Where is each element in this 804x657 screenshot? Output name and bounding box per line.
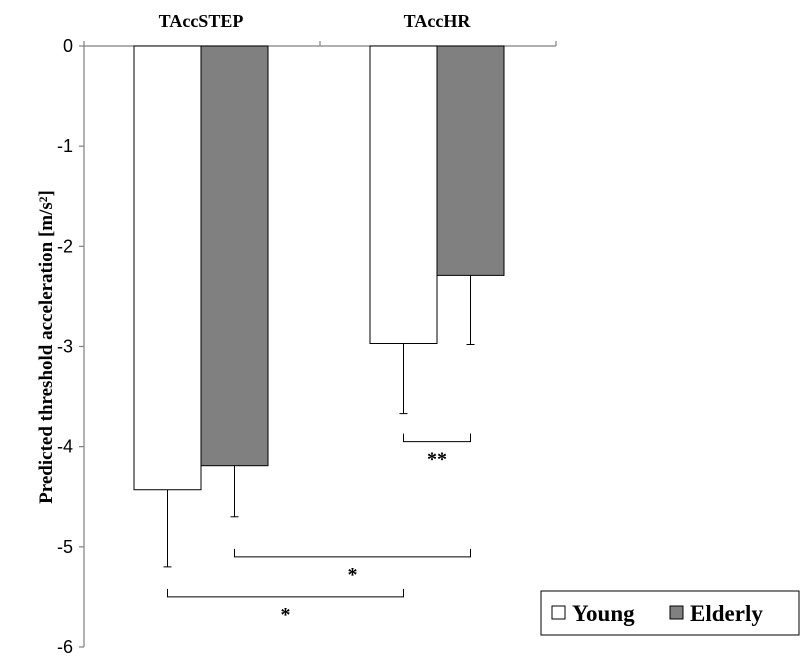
bar-elderly-taccstep [200, 45, 269, 467]
legend-label-elderly: Elderly [690, 601, 763, 626]
y-tick-label: -5 [57, 537, 73, 557]
significance-bracket [167, 588, 404, 598]
bar-young-tacchr [369, 45, 438, 344]
bar-young-taccstep [133, 45, 202, 491]
y-tick-label: -3 [57, 337, 73, 357]
significance-label: * [281, 604, 291, 626]
labels: 0 -1 -2 -3 -4 -5 -6 TAccSTEP TAccHR [57, 11, 471, 657]
legend-swatch-young [551, 605, 566, 620]
category-label: TAccHR [404, 11, 472, 31]
y-tick-label: 0 [63, 36, 73, 56]
legend-swatch-elderly [669, 605, 684, 620]
category-label: TAccSTEP [159, 11, 244, 31]
significance-label: ** [427, 449, 447, 471]
legend-label-young: Young [572, 601, 635, 626]
error-bars [163, 275, 475, 568]
y-tick-label: -2 [57, 236, 73, 256]
significance-brackets: **** [167, 433, 471, 626]
significance-bracket [234, 548, 471, 558]
y-axis-title: Predicted threshold acceleration [m/s²] [36, 190, 57, 504]
y-tick-label: -4 [57, 437, 73, 457]
y-tick-label: -1 [57, 136, 73, 156]
y-tick-label: -6 [57, 637, 73, 657]
significance-bracket [403, 433, 471, 443]
bar-elderly-tacchr [436, 45, 505, 276]
legend: Young Elderly [540, 590, 800, 636]
significance-label: * [348, 564, 358, 586]
bars [133, 45, 505, 491]
